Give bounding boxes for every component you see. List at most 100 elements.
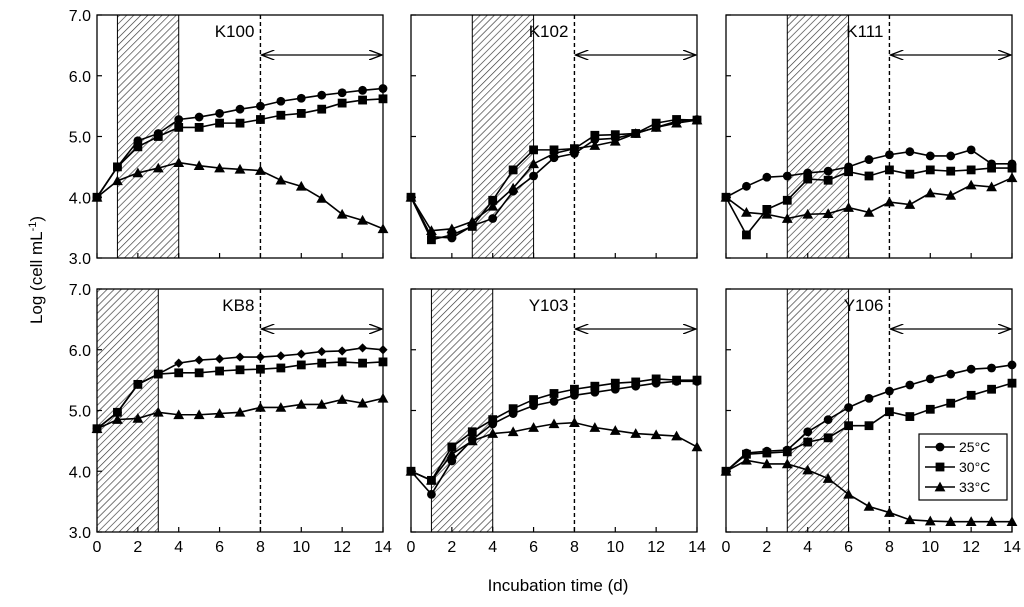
- data-point: [905, 169, 915, 179]
- data-point: [336, 208, 348, 219]
- data-point: [844, 167, 853, 177]
- data-point: [528, 422, 539, 432]
- data-point: [781, 458, 793, 469]
- data-point: [194, 368, 204, 378]
- data-point: [174, 358, 184, 368]
- data-point: [255, 165, 266, 175]
- data-point: [235, 365, 245, 375]
- data-point: [822, 208, 834, 218]
- y-axis-title-main: Log (cell mL: [27, 231, 46, 324]
- data-point: [803, 427, 813, 437]
- data-point: [296, 360, 306, 370]
- data-point: [671, 117, 682, 128]
- data-point: [549, 396, 559, 406]
- data-point: [925, 374, 935, 384]
- x-tick-label: 6: [215, 539, 224, 556]
- shaded-period: [786, 288, 850, 533]
- data-point: [235, 104, 245, 114]
- data-point: [446, 448, 458, 459]
- data-point: [194, 355, 204, 365]
- x-tick-label: 6: [529, 539, 538, 556]
- y-tick-label: 3.0: [69, 525, 91, 542]
- legend-marker: [935, 442, 945, 452]
- series-33c: [405, 114, 703, 235]
- data-point: [569, 143, 580, 153]
- data-point: [802, 464, 814, 475]
- data-point: [528, 158, 539, 169]
- x-tick-label: 0: [407, 539, 416, 556]
- data-point: [569, 417, 580, 427]
- data-point: [762, 172, 772, 182]
- data-point: [761, 458, 773, 469]
- data-point: [844, 403, 853, 412]
- panel-k100: K100 3.0 4.0 5.0 6.0 7.0: [69, 8, 389, 268]
- data-point: [885, 150, 894, 160]
- data-point: [426, 474, 437, 485]
- data-point: [317, 346, 327, 357]
- data-point: [803, 437, 813, 447]
- data-point: [548, 418, 560, 429]
- data-point: [466, 216, 478, 226]
- data-point: [966, 390, 976, 400]
- data-point: [966, 145, 976, 155]
- data-point: [214, 354, 225, 364]
- x-tick-label: 6: [844, 539, 853, 556]
- data-point: [781, 213, 793, 223]
- plot-frame: [410, 14, 698, 259]
- data-point: [823, 166, 833, 176]
- data-point: [276, 96, 286, 106]
- series-30c: [92, 357, 388, 434]
- data-point: [256, 115, 265, 124]
- x-tick-label: 14: [1003, 539, 1021, 556]
- data-point: [215, 109, 224, 118]
- data-point: [255, 352, 266, 362]
- data-point: [193, 409, 205, 420]
- data-point: [336, 394, 348, 404]
- data-point: [610, 378, 620, 388]
- data-point: [357, 343, 368, 353]
- data-point: [904, 514, 916, 525]
- data-point: [256, 364, 265, 374]
- data-point: [885, 165, 894, 175]
- data-point: [843, 488, 854, 499]
- data-point: [488, 214, 498, 223]
- data-point: [295, 399, 307, 409]
- data-point: [214, 162, 225, 173]
- data-point: [843, 202, 854, 212]
- data-point: [742, 181, 751, 191]
- data-point: [884, 196, 895, 207]
- data-point: [487, 428, 499, 438]
- series-33c: [91, 392, 389, 434]
- data-point: [986, 516, 997, 526]
- data-point: [446, 223, 458, 234]
- x-tick-label: 2: [133, 539, 142, 556]
- data-point: [337, 98, 347, 108]
- data-point: [275, 402, 287, 412]
- series-30c: [721, 163, 1017, 240]
- data-point: [276, 363, 286, 373]
- series-line: [410, 118, 698, 241]
- data-point: [296, 349, 306, 359]
- x-tick-label: 12: [647, 539, 665, 556]
- data-point: [427, 235, 436, 245]
- x-tick-label: 8: [256, 539, 265, 556]
- data-point: [152, 406, 164, 417]
- y-axis-title-close: ): [27, 216, 46, 222]
- data-point: [235, 352, 245, 362]
- data-point: [946, 398, 956, 408]
- x-axis-title: Incubation time (d): [488, 576, 629, 595]
- data-point: [296, 109, 306, 118]
- panel-label: K100: [215, 22, 255, 41]
- data-point: [255, 402, 266, 412]
- series-line: [410, 118, 698, 239]
- x-tick-label: 4: [174, 539, 183, 556]
- legend-marker: [934, 481, 946, 492]
- data-point: [112, 414, 123, 424]
- data-point: [447, 230, 457, 240]
- data-point: [214, 408, 225, 418]
- data-point: [924, 515, 936, 526]
- data-point: [132, 167, 144, 178]
- data-point: [112, 175, 123, 186]
- data-point: [508, 165, 518, 175]
- data-point: [761, 208, 773, 219]
